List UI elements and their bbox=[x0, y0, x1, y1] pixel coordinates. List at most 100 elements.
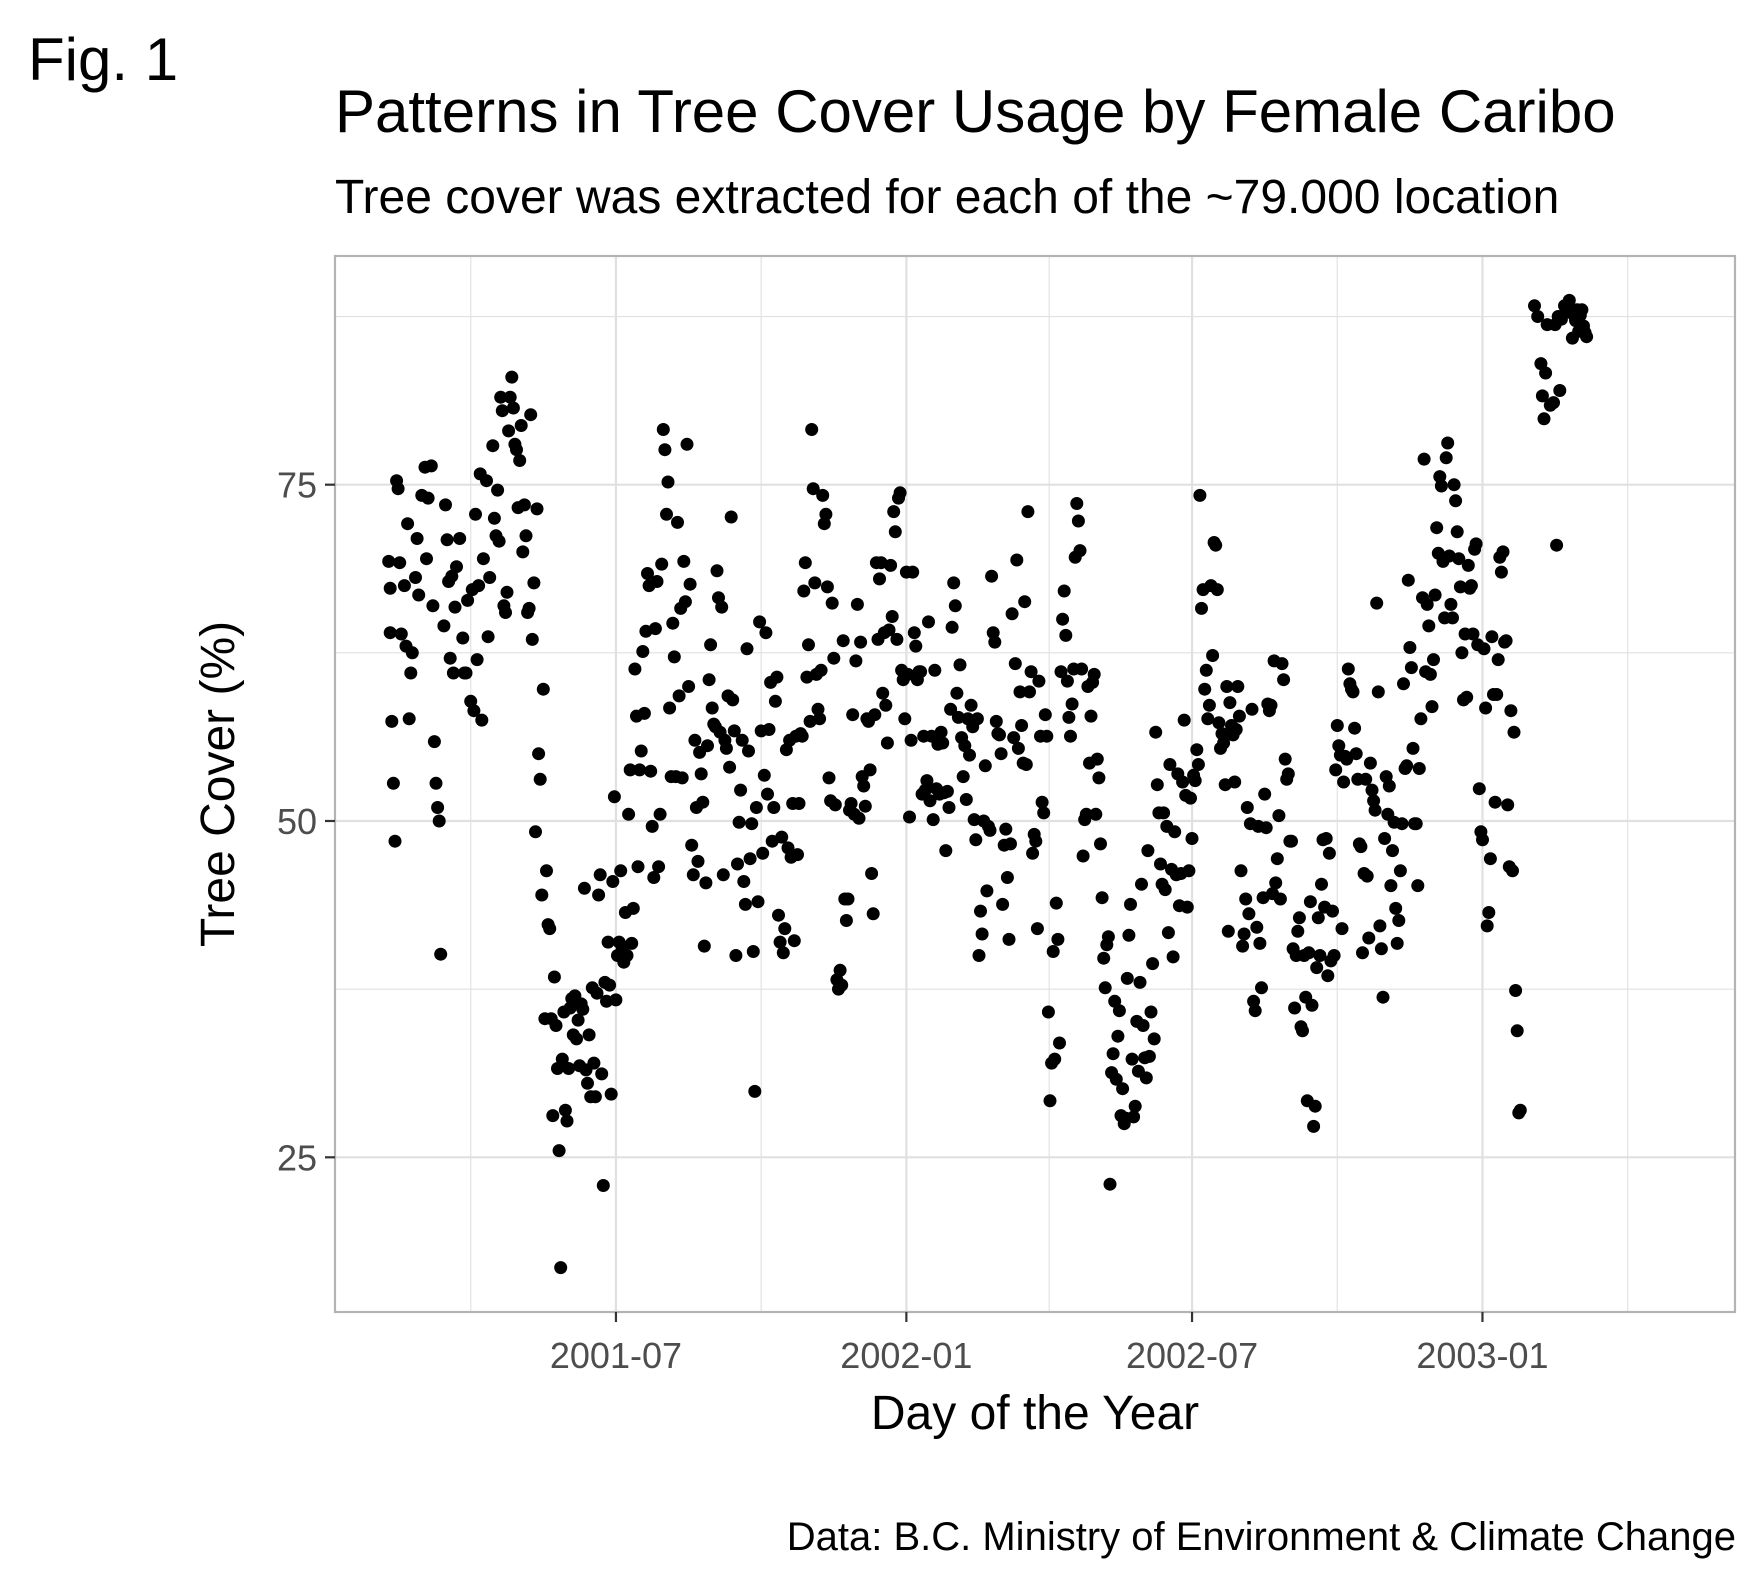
data-point-160 bbox=[650, 575, 664, 588]
data-point-86 bbox=[533, 772, 547, 786]
data-point-216 bbox=[738, 897, 752, 911]
data-point-34 bbox=[443, 651, 457, 665]
x-axis-ticks: 2001-07 2002-01 2002-07 2003-01 bbox=[550, 1312, 1549, 1376]
data-point-504 bbox=[1193, 488, 1207, 502]
data-point-217 bbox=[740, 642, 754, 656]
data-point-234 bbox=[767, 801, 781, 814]
data-point-310 bbox=[887, 505, 901, 519]
data-point-735 bbox=[1580, 330, 1594, 344]
data-point-228 bbox=[757, 768, 771, 782]
data-point-382 bbox=[1000, 871, 1014, 884]
data-point-455 bbox=[1116, 1082, 1130, 1096]
data-point-1 bbox=[383, 581, 397, 595]
data-point-335 bbox=[926, 813, 940, 827]
data-point-711 bbox=[1535, 389, 1549, 403]
data-point-636 bbox=[1401, 573, 1415, 587]
data-point-488 bbox=[1168, 825, 1182, 839]
data-point-476 bbox=[1149, 725, 1163, 739]
data-point-458 bbox=[1120, 971, 1134, 985]
data-point-320 bbox=[903, 810, 916, 824]
data-point-179 bbox=[680, 437, 694, 451]
data-point-624 bbox=[1382, 779, 1396, 793]
data-point-22 bbox=[421, 491, 435, 505]
data-point-230 bbox=[761, 787, 774, 801]
data-point-693 bbox=[1491, 653, 1505, 667]
data-point-85 bbox=[532, 747, 546, 761]
data-point-95 bbox=[547, 970, 561, 984]
data-point-549 bbox=[1264, 698, 1278, 712]
data-point-267 bbox=[819, 507, 833, 521]
data-point-641 bbox=[1409, 817, 1423, 831]
data-point-13 bbox=[402, 712, 416, 726]
data-point-99 bbox=[554, 1261, 568, 1275]
data-point-395 bbox=[1021, 505, 1035, 519]
data-point-295 bbox=[863, 763, 877, 777]
data-point-264 bbox=[814, 663, 828, 677]
data-point-121 bbox=[588, 1090, 602, 1104]
data-point-474 bbox=[1146, 957, 1160, 971]
data-point-238 bbox=[773, 935, 787, 949]
data-point-83 bbox=[529, 825, 542, 839]
data-point-439 bbox=[1090, 752, 1104, 766]
data-point-466 bbox=[1133, 975, 1147, 989]
data-point-441 bbox=[1094, 837, 1107, 851]
data-point-613 bbox=[1365, 783, 1379, 797]
data-point-588 bbox=[1326, 904, 1339, 918]
data-point-584 bbox=[1319, 832, 1333, 845]
data-point-250 bbox=[792, 797, 806, 810]
data-point-470 bbox=[1139, 1071, 1153, 1085]
data-point-73 bbox=[513, 454, 527, 467]
data-point-451 bbox=[1109, 1072, 1123, 1086]
data-point-345 bbox=[942, 801, 956, 814]
data-point-110 bbox=[571, 1013, 585, 1027]
data-point-336 bbox=[928, 663, 942, 677]
data-point-346 bbox=[944, 702, 958, 716]
data-point-463 bbox=[1128, 1099, 1142, 1113]
data-point-5 bbox=[388, 834, 402, 848]
data-point-629 bbox=[1390, 936, 1404, 950]
x-tick-label-3: 2003-01 bbox=[1416, 1335, 1548, 1376]
data-point-406 bbox=[1038, 708, 1052, 722]
data-point-9 bbox=[394, 627, 408, 641]
data-point-611 bbox=[1362, 931, 1376, 945]
data-point-540 bbox=[1250, 920, 1264, 934]
data-point-531 bbox=[1236, 939, 1250, 953]
data-point-508 bbox=[1199, 663, 1213, 677]
data-point-442 bbox=[1095, 891, 1109, 905]
data-point-626 bbox=[1386, 844, 1399, 858]
y-tick-label-1: 50 bbox=[277, 801, 317, 842]
data-point-663 bbox=[1444, 597, 1458, 611]
data-point-189 bbox=[696, 795, 710, 809]
data-point-502 bbox=[1190, 743, 1204, 757]
data-point-481 bbox=[1157, 806, 1171, 820]
data-point-36 bbox=[446, 666, 460, 680]
data-point-7 bbox=[391, 482, 405, 496]
data-point-171 bbox=[667, 650, 681, 664]
data-point-24 bbox=[426, 599, 440, 613]
data-point-533 bbox=[1239, 892, 1253, 906]
data-point-475 bbox=[1147, 1032, 1161, 1046]
data-point-114 bbox=[577, 881, 591, 895]
data-point-47 bbox=[469, 507, 482, 521]
data-point-358 bbox=[963, 748, 976, 762]
data-point-377 bbox=[993, 728, 1006, 742]
y-axis-ticks: 25 50 75 bbox=[277, 465, 335, 1178]
data-point-721 bbox=[1554, 312, 1568, 326]
data-point-122 bbox=[590, 986, 604, 1000]
chart-title: Patterns in Tree Cover Usage by Female C… bbox=[335, 78, 1616, 145]
data-point-472 bbox=[1142, 1049, 1156, 1063]
data-point-437 bbox=[1087, 667, 1101, 681]
data-point-247 bbox=[787, 934, 801, 948]
data-point-322 bbox=[906, 565, 920, 579]
data-point-687 bbox=[1482, 906, 1496, 919]
data-point-482 bbox=[1158, 883, 1172, 897]
data-point-297 bbox=[866, 907, 880, 921]
data-point-574 bbox=[1303, 895, 1317, 909]
data-point-314 bbox=[893, 486, 907, 500]
data-point-137 bbox=[614, 864, 628, 878]
data-point-586 bbox=[1322, 846, 1336, 860]
data-point-514 bbox=[1209, 538, 1223, 552]
data-point-704 bbox=[1509, 984, 1523, 997]
data-points bbox=[382, 293, 1594, 1275]
data-point-312 bbox=[890, 632, 904, 646]
